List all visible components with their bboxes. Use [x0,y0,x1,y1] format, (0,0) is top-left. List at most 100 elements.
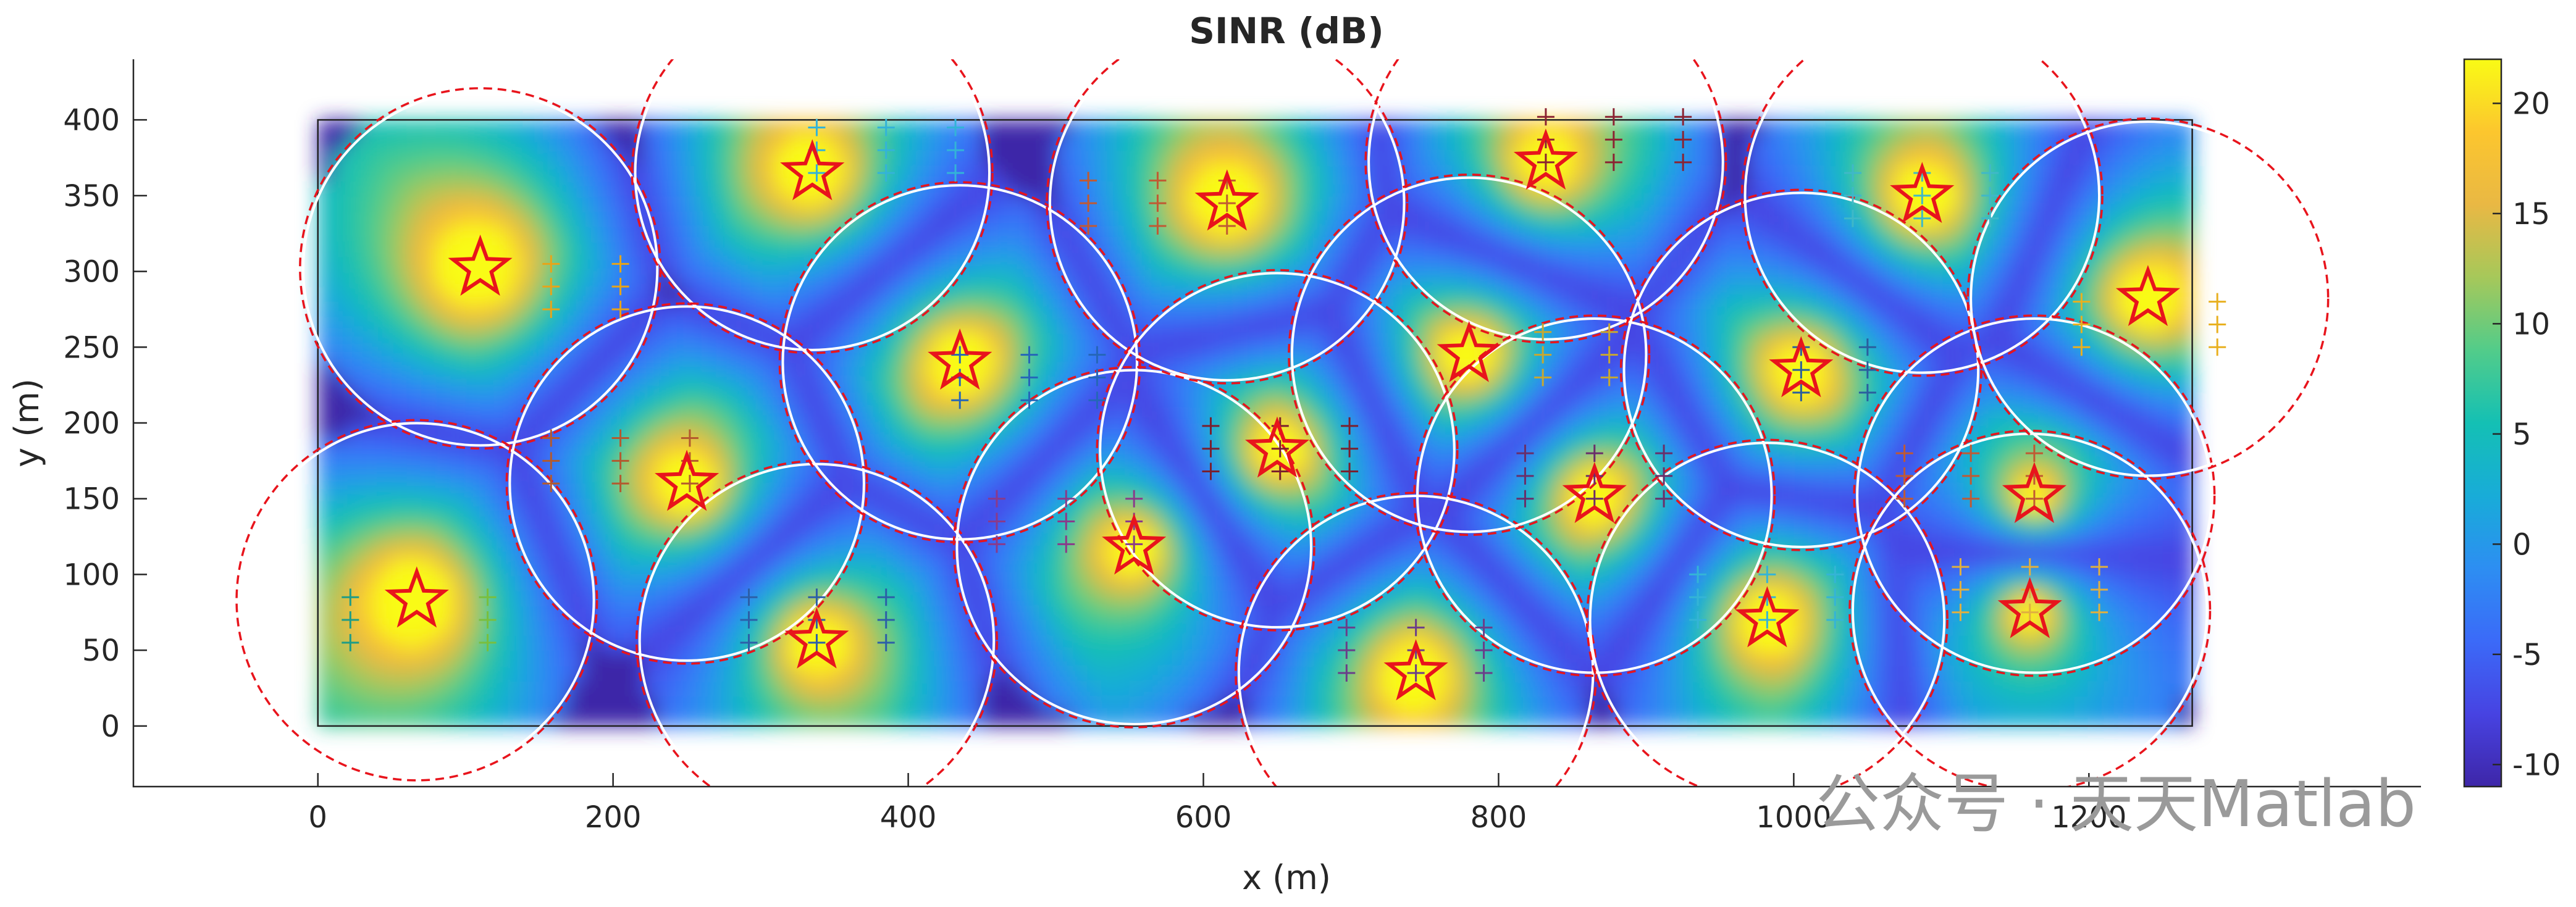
sinr-cell [1749,165,1766,182]
sinr-cell [510,468,526,485]
sinr-cell [1498,241,1515,257]
sinr-cell [952,438,969,454]
sinr-cell [1011,135,1028,151]
sinr-cell [672,392,689,409]
sinr-cell [805,286,821,303]
sinr-cell [1719,695,1736,712]
sinr-cell [613,559,629,575]
sinr-cell [627,483,644,500]
sinr-cell [1971,680,1987,697]
sinr-cell [1144,377,1160,394]
sinr-cell [2133,680,2149,697]
sinr-cell [421,468,437,485]
sinr-cell [1380,620,1397,636]
sinr-cell [1558,620,1574,636]
sinr-cell [731,286,747,303]
sinr-cell [1321,529,1338,545]
sinr-cell [568,286,585,303]
sinr-cell [672,332,689,348]
sinr-cell [1248,317,1264,333]
sinr-cell [716,225,732,242]
sinr-cell [1705,256,1721,272]
sinr-cell [1897,695,1913,712]
sinr-cell [1144,589,1160,606]
sinr-cell [421,256,437,272]
sinr-cell [1395,286,1412,303]
sinr-cell [1941,150,1958,167]
sinr-cell [1011,544,1028,561]
sinr-cell [1026,498,1043,515]
sinr-cell [627,317,644,333]
sinr-cell [1366,544,1382,561]
sinr-cell [878,574,895,591]
sinr-cell [2118,423,2135,439]
sinr-cell [1439,544,1456,561]
sinr-cell [1173,529,1190,545]
sinr-cell [627,271,644,288]
sinr-cell [347,211,364,227]
sinr-cell [1424,498,1441,515]
sinr-cell [1130,241,1146,257]
sinr-cell [1011,423,1028,439]
sinr-cell [2133,695,2149,712]
sinr-cell [480,559,497,575]
sinr-cell [672,165,689,182]
sinr-cell [1366,559,1382,575]
sinr-cell [1911,408,1928,424]
sinr-cell [1321,195,1338,212]
sinr-cell [760,559,777,575]
sinr-cell [450,711,467,727]
sinr-cell [1173,195,1190,212]
sinr-cell [1041,529,1057,545]
sinr-cell [1262,317,1278,333]
sinr-cell [435,695,452,712]
sinr-cell [554,317,570,333]
sinr-cell [495,225,511,242]
sinr-cell [317,529,334,545]
sinr-cell [1188,529,1205,545]
sinr-cell [1085,529,1102,545]
sinr-cell [775,483,792,500]
sinr-cell [347,544,364,561]
sinr-cell [745,680,762,697]
sinr-cell [392,559,408,575]
sinr-cell [1041,332,1057,348]
sinr-cell [1882,301,1898,318]
sinr-cell [524,347,541,364]
sinr-cell [465,559,482,575]
sinr-cell [1011,574,1028,591]
sinr-cell [392,286,408,303]
sinr-cell [598,332,615,348]
sinr-cell [510,680,526,697]
sinr-cell [1867,635,1884,651]
sinr-cell [2118,362,2135,378]
sinr-cell [1454,665,1471,682]
sinr-cell [760,120,777,136]
sinr-cell [863,377,880,394]
sinr-cell [568,423,585,439]
sinr-cell [1203,529,1220,545]
sinr-cell [1498,680,1515,697]
sinr-cell [1794,635,1810,651]
sinr-cell [1144,150,1160,167]
sinr-cell [1203,362,1220,378]
sinr-cell [613,195,629,212]
sinr-cell [760,695,777,712]
sinr-cell [1130,286,1146,303]
sinr-cell [1956,498,1973,515]
sinr-cell [702,665,718,682]
sinr-cell [465,711,482,727]
sinr-cell [510,165,526,182]
sinr-cell [1085,695,1102,712]
sinr-cell [702,332,718,348]
sinr-cell [1100,241,1117,257]
sinr-cell [2118,559,2135,575]
sinr-cell [2147,377,2164,394]
sinr-cell [1498,392,1515,409]
sinr-cell [1130,650,1146,667]
sinr-cell [406,256,422,272]
sinr-cell [1498,362,1515,378]
sinr-cell [510,256,526,272]
sinr-cell [1808,514,1825,530]
sinr-cell [1498,468,1515,485]
